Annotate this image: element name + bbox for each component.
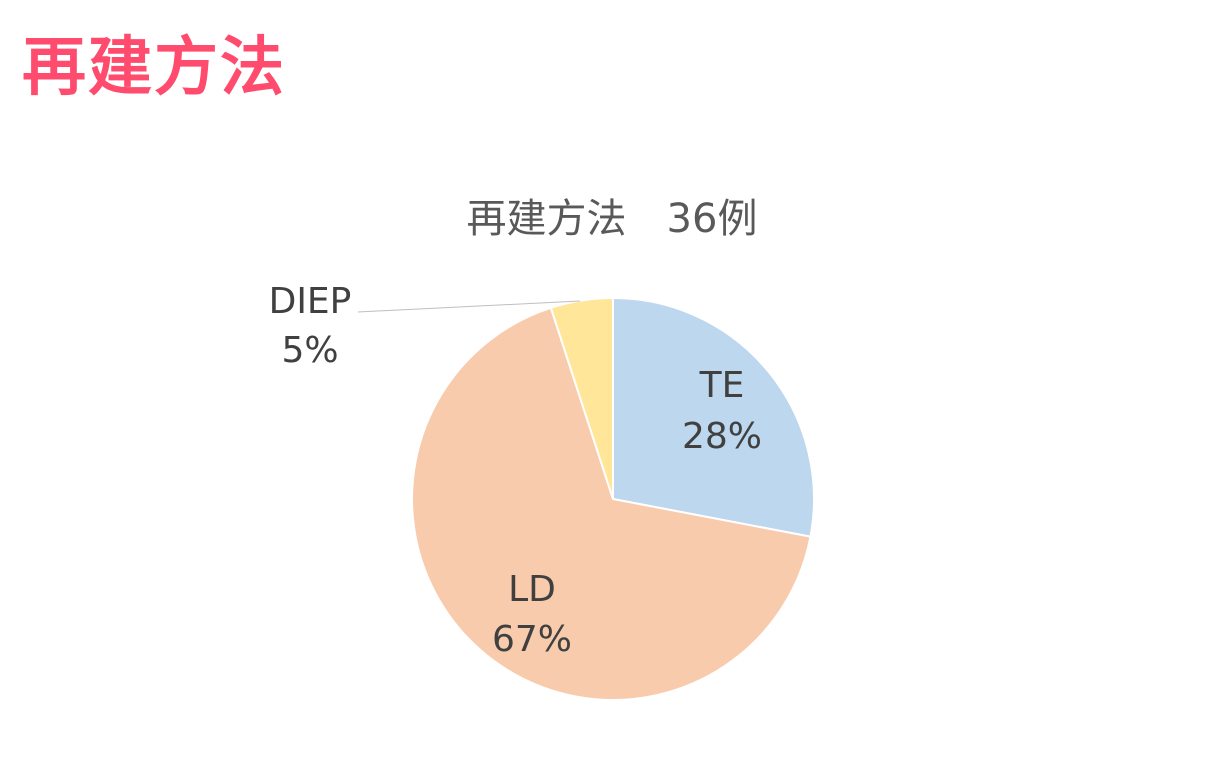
page-heading: 再建方法 [22,31,286,105]
slice-label-name-ld: LD [508,569,556,610]
chart-title: 再建方法 36例 [467,196,758,242]
pie-slice-ld [411,306,812,701]
slice-label-name-te: TE [699,365,745,406]
slice-label-name-diep: DIEP [269,281,352,322]
diep-leader-line [357,300,581,313]
slice-label-percent-ld: 67% [492,619,572,660]
slice-label-percent-te: 28% [682,416,762,457]
pie-labels: TE 28% LD 67% DIEP 5% [269,281,762,660]
pie-slice-te [612,296,815,538]
slice-label-percent-diep: 5% [281,330,338,371]
pie-slices [411,296,815,701]
pie-slice-diep [549,296,614,500]
